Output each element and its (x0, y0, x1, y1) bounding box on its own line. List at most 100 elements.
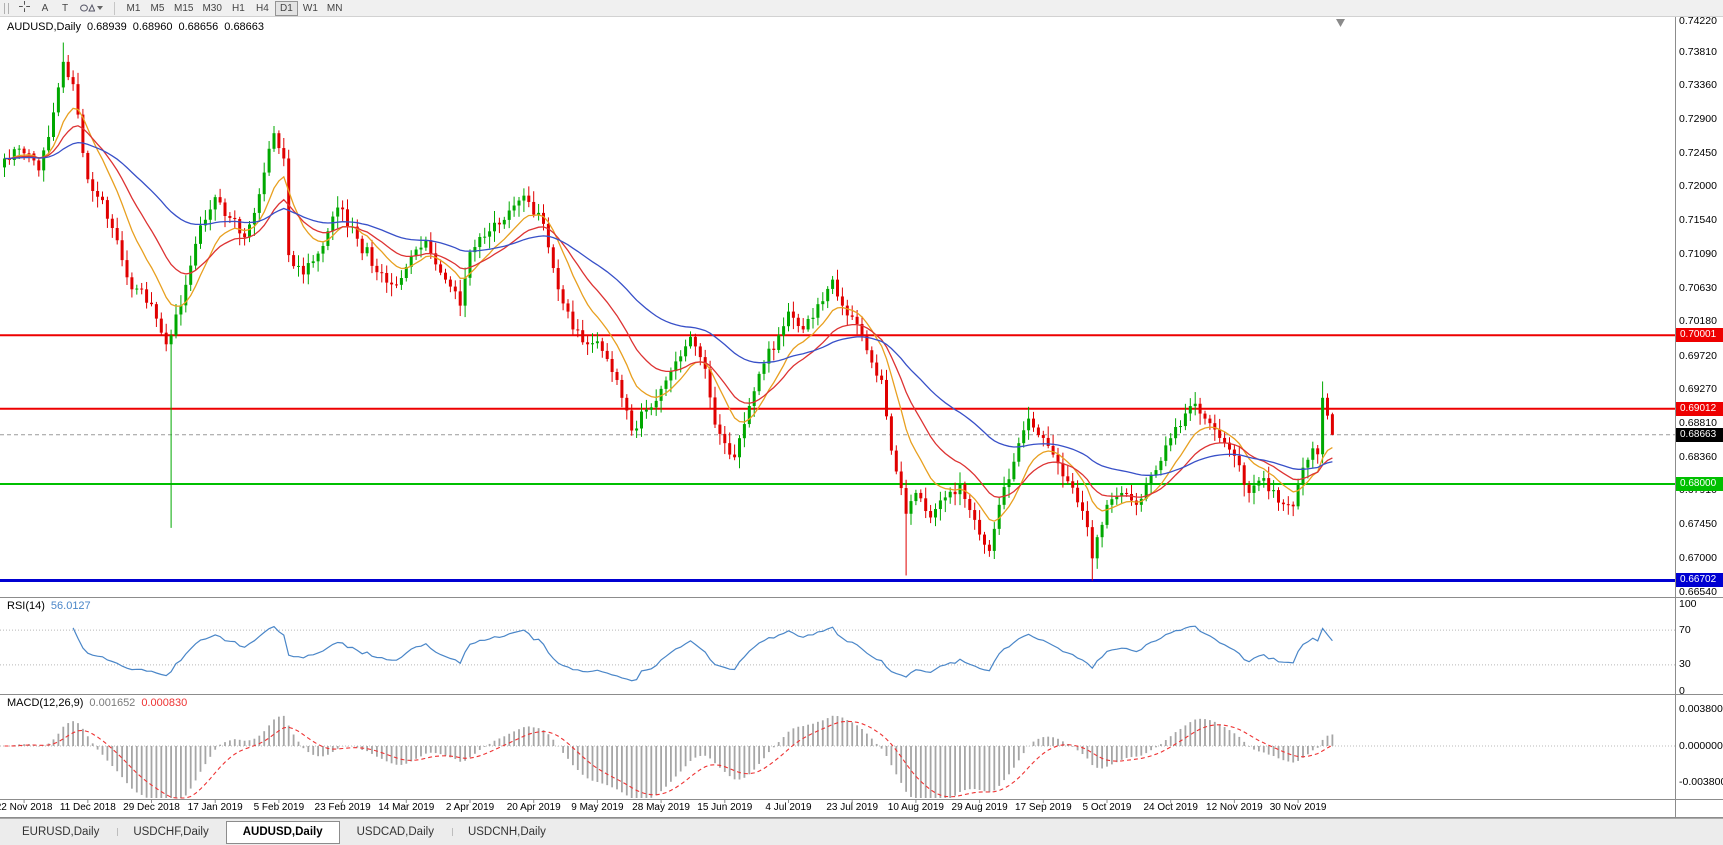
candle (1017, 437, 1021, 467)
candle (444, 268, 447, 284)
price-level-badge: 0.66702 (1676, 573, 1723, 588)
candle (948, 487, 952, 504)
shapes-tool-button[interactable] (76, 1, 107, 16)
timeframe-h1-button[interactable]: H1 (227, 1, 250, 16)
candle (101, 191, 104, 205)
candle (1169, 433, 1173, 452)
toolbar-grip[interactable] (4, 2, 9, 14)
candle (674, 351, 678, 380)
candle (52, 102, 55, 141)
ohlc-high: 0.68960 (132, 21, 173, 33)
ohlc-open: 0.68939 (86, 21, 127, 33)
candle (326, 228, 330, 251)
macd-pane (0, 715, 1675, 799)
candle (973, 502, 977, 530)
candle (801, 318, 805, 334)
candle (855, 309, 859, 335)
chart-tab-bar: EURUSD,Daily USDCHF,Daily AUDUSD,Daily USDC… (0, 818, 1723, 845)
candle (1193, 392, 1197, 416)
candle (488, 222, 492, 249)
macd-axis-label: 0.003800 (1679, 703, 1723, 715)
candle (1257, 476, 1261, 492)
timeframe-group: M1 M5 M15 M30 H1 H4 D1 W1 MN (122, 0, 347, 16)
tab-usdcnh-daily[interactable]: USDCNH,Daily (451, 821, 563, 844)
candle (620, 374, 624, 408)
candle (1081, 490, 1084, 520)
candle (1223, 432, 1227, 448)
candle (1203, 410, 1207, 425)
candle (684, 339, 688, 362)
candle (610, 351, 614, 382)
candle (502, 216, 506, 229)
date-ticks (23, 800, 1299, 803)
candle (292, 250, 296, 269)
candle (164, 323, 168, 352)
candle (1120, 486, 1124, 504)
date-axis-label: 12 Nov 2019 (1206, 802, 1263, 813)
candle (850, 305, 854, 321)
candle (914, 489, 918, 506)
candle (409, 250, 413, 274)
candle (649, 403, 653, 416)
tab-eurusd-daily[interactable]: EURUSD,Daily (22, 825, 100, 838)
candle (453, 280, 457, 300)
macd-signal-value: 0.000830 (141, 697, 188, 709)
candle (791, 301, 795, 330)
timeframe-d1-button[interactable]: D1 (274, 0, 298, 16)
date-axis-label: 14 Mar 2019 (378, 802, 435, 813)
candle (414, 246, 418, 260)
candle (110, 214, 114, 238)
crosshair-tool-button[interactable] (15, 0, 34, 16)
price-axis-label: 0.70630 (1679, 282, 1717, 295)
price-axis-label: 0.73360 (1679, 79, 1717, 92)
text-tool-button[interactable]: A (36, 1, 54, 16)
candle (595, 332, 599, 349)
date-axis-label: 24 Oct 2019 (1143, 802, 1198, 813)
moving-averages-layer (4, 107, 1333, 522)
candle (605, 343, 609, 362)
date-axis-label: 17 Sep 2019 (1014, 802, 1072, 813)
candle (150, 292, 153, 307)
candle (199, 216, 202, 249)
price-axis-label: 0.71540 (1679, 214, 1717, 227)
timeframe-w1-button[interactable]: W1 (299, 1, 322, 16)
chart-title: AUDUSD,Daily 0.68939 0.68960 0.68656 0.68663 (7, 21, 270, 33)
rsi-axis-label: 100 (1679, 597, 1697, 610)
date-axis-label: 23 Jul 2019 (826, 802, 879, 813)
candle (517, 197, 521, 217)
candle (581, 319, 585, 345)
candle (1076, 480, 1080, 508)
candle (654, 389, 658, 416)
candle (297, 255, 300, 277)
date-axis-label: 22 Nov 2018 (0, 802, 53, 813)
candle (184, 275, 188, 313)
candle (821, 292, 825, 311)
timeframe-mn-button[interactable]: MN (323, 1, 347, 16)
timeframe-m5-button[interactable]: M5 (146, 1, 169, 16)
candle (934, 503, 937, 527)
date-axis-label: 29 Aug 2019 (951, 802, 1008, 813)
timeframe-m30-button[interactable]: M30 (198, 1, 225, 16)
tab-usdchf-daily[interactable]: USDCHF,Daily (116, 821, 225, 844)
candle (439, 259, 443, 276)
candle (767, 341, 771, 373)
timeframe-m1-button[interactable]: M1 (122, 1, 145, 16)
toolbar-separator (114, 1, 115, 15)
candle (953, 482, 957, 506)
candle (938, 491, 942, 521)
candle (728, 432, 732, 460)
candle (399, 270, 403, 290)
candle (385, 265, 389, 293)
candle (689, 331, 692, 349)
timeframe-m15-button[interactable]: M15 (170, 1, 197, 16)
candle (86, 150, 90, 184)
timeframe-h4-button[interactable]: H4 (251, 1, 274, 16)
tab-usdcad-daily[interactable]: USDCAD,Daily (356, 825, 434, 838)
tab-audusd-daily[interactable]: AUDUSD,Daily (225, 820, 340, 844)
text-label-tool-button[interactable]: T (56, 1, 74, 16)
candle (512, 196, 516, 217)
candle (889, 413, 893, 455)
